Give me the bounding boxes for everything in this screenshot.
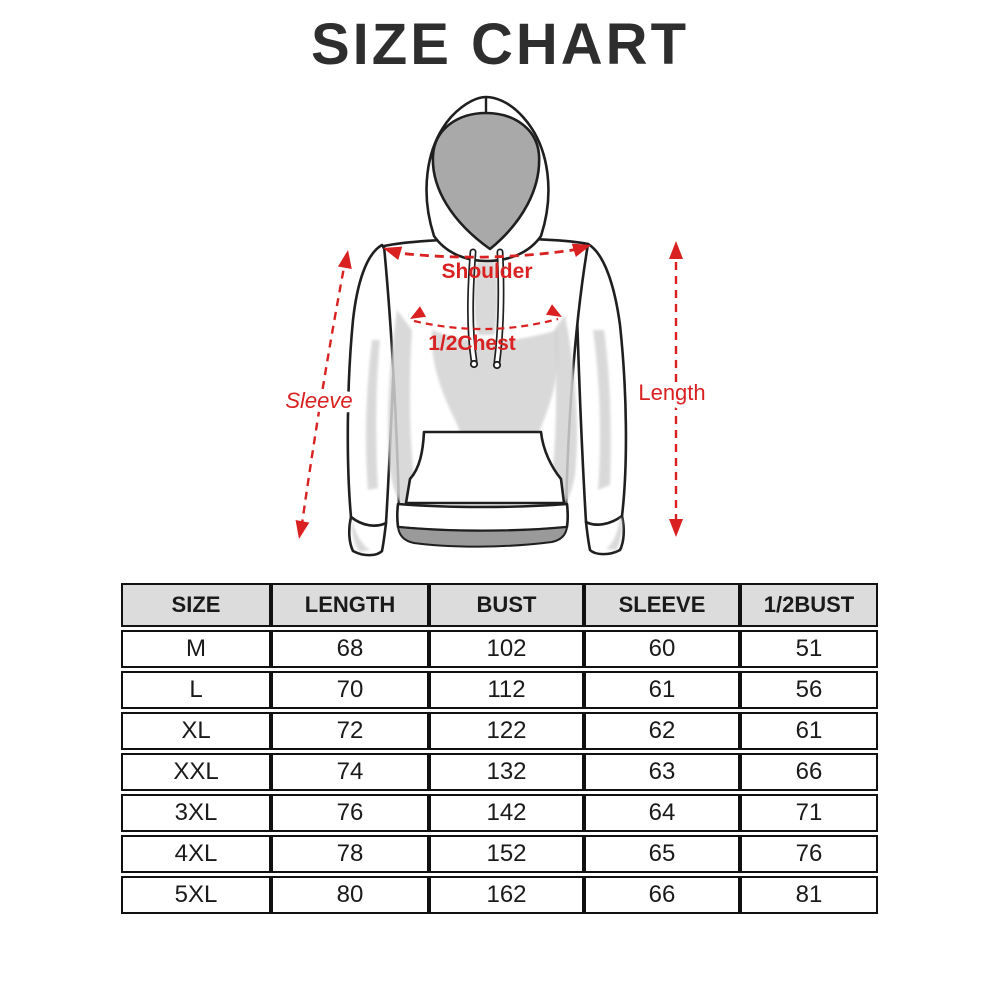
column-header: SLEEVE (584, 583, 740, 627)
value-cell: 76 (271, 794, 429, 832)
table-row: L 70 112 61 56 (121, 671, 878, 709)
size-cell: 3XL (121, 794, 271, 832)
value-cell: 80 (271, 876, 429, 914)
column-header: LENGTH (271, 583, 429, 627)
value-cell: 66 (740, 753, 878, 791)
value-cell: 65 (584, 835, 740, 873)
value-cell: 162 (429, 876, 584, 914)
shoulder-measure: Shoulder (383, 243, 591, 283)
value-cell: 74 (271, 753, 429, 791)
table-row: XL 72 122 62 61 (121, 712, 878, 750)
table-row: M 68 102 60 51 (121, 630, 878, 668)
value-cell: 152 (429, 835, 584, 873)
value-cell: 72 (271, 712, 429, 750)
value-cell: 63 (584, 753, 740, 791)
size-cell: L (121, 671, 271, 709)
drawstrings (467, 248, 505, 370)
value-cell: 122 (429, 712, 584, 750)
size-cell: XXL (121, 753, 271, 791)
value-cell: 61 (740, 712, 878, 750)
measurement-annotations: Shoulder 1/2Chest Sleeve Length (281, 241, 710, 539)
value-cell: 62 (584, 712, 740, 750)
column-header: SIZE (121, 583, 271, 627)
value-cell: 61 (584, 671, 740, 709)
column-header: BUST (429, 583, 584, 627)
size-cell: M (121, 630, 271, 668)
value-cell: 102 (429, 630, 584, 668)
hood-opening (431, 111, 541, 251)
half-chest-measure: 1/2Chest (410, 304, 562, 355)
value-cell: 56 (740, 671, 878, 709)
length-measure: Length (634, 241, 710, 537)
table-row: 4XL 78 152 65 76 (121, 835, 878, 873)
size-cell: 5XL (121, 876, 271, 914)
size-table: SIZE LENGTH BUST SLEEVE 1/2BUST M 68 102 60 51 L 7… (121, 580, 878, 917)
value-cell: 70 (271, 671, 429, 709)
shoulder-label: Shoulder (441, 260, 532, 283)
value-cell: 51 (740, 630, 878, 668)
sleeve-measure: Sleeve (281, 250, 357, 539)
size-table-header-row: SIZE LENGTH BUST SLEEVE 1/2BUST (121, 583, 878, 627)
size-cell: 4XL (121, 835, 271, 873)
kangaroo-pocket (404, 430, 566, 505)
value-cell: 68 (271, 630, 429, 668)
value-cell: 76 (740, 835, 878, 873)
value-cell: 66 (584, 876, 740, 914)
table-row: 3XL 76 142 64 71 (121, 794, 878, 832)
sleeve-label: Sleeve (285, 388, 352, 413)
hoodie-illustration (346, 95, 628, 557)
value-cell: 60 (584, 630, 740, 668)
value-cell: 142 (429, 794, 584, 832)
table-row: XXL 74 132 63 66 (121, 753, 878, 791)
size-cell: XL (121, 712, 271, 750)
value-cell: 112 (429, 671, 584, 709)
value-cell: 71 (740, 794, 878, 832)
value-cell: 81 (740, 876, 878, 914)
value-cell: 78 (271, 835, 429, 873)
column-header: 1/2BUST (740, 583, 878, 627)
half-chest-label: 1/2Chest (428, 332, 516, 355)
value-cell: 132 (429, 753, 584, 791)
hem-band (395, 502, 570, 533)
length-label: Length (638, 380, 705, 405)
page-title: SIZE CHART (311, 12, 689, 77)
value-cell: 64 (584, 794, 740, 832)
table-row: 5XL 80 162 66 81 (121, 876, 878, 914)
size-table-body: M 68 102 60 51 L 70 112 61 56 XL 72 122 62 61 XXL 74 132 6… (121, 630, 878, 914)
hem-lip (397, 526, 568, 548)
